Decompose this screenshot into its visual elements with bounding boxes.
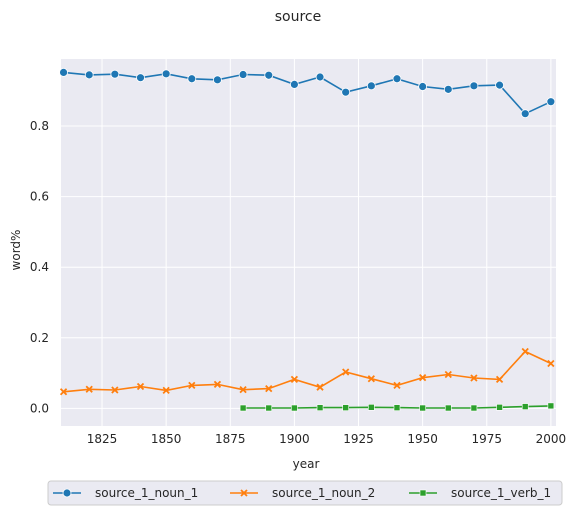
y-tick-label: 0.8 [30, 119, 49, 133]
data-point [443, 84, 453, 94]
legend-label: source_1_noun_1 [95, 486, 198, 500]
data-point [162, 386, 170, 394]
data-point [59, 388, 68, 396]
data-point [470, 404, 478, 412]
chart-title: source [275, 9, 322, 25]
x-tick-label: 1850 [151, 432, 182, 446]
data-point [239, 404, 247, 412]
data-point [341, 87, 351, 97]
data-point [366, 81, 376, 91]
legend-marker [62, 488, 72, 498]
x-tick-label: 1950 [407, 432, 438, 446]
legend-item: source_1_verb_1 [409, 486, 551, 500]
data-point [110, 69, 120, 79]
series-source_1_noun_2 [59, 347, 555, 396]
data-point [469, 81, 479, 91]
legend-item: source_1_noun_2 [230, 486, 375, 500]
y-tick-labels: 0.0 0.2 0.4 0.6 0.8 [30, 119, 49, 415]
plot-area [61, 59, 556, 426]
data-point [161, 69, 171, 79]
series-source_1_verb_1 [239, 402, 555, 412]
data-point [239, 386, 247, 394]
data-point [84, 70, 94, 80]
data-point [521, 403, 529, 410]
data-point [290, 375, 299, 384]
data-point [264, 70, 274, 80]
data-point [547, 402, 555, 410]
data-point [470, 374, 478, 382]
data-point [291, 404, 298, 412]
data-point [265, 384, 273, 393]
data-point [111, 386, 119, 394]
data-point [495, 375, 504, 384]
data-point [392, 74, 402, 84]
data-point [495, 80, 504, 90]
data-point [213, 380, 222, 388]
data-point [418, 82, 428, 91]
data-point [367, 375, 375, 383]
data-point [521, 347, 529, 356]
x-tick-label: 1875 [215, 432, 246, 446]
legend: source_1_noun_1 source_1_noun_2 source_1_v… [47, 480, 563, 506]
data-point [85, 385, 93, 393]
grid-lines [61, 59, 556, 426]
data-point [444, 404, 452, 412]
data-point [368, 403, 375, 411]
data-point [316, 383, 324, 391]
series-layer [59, 68, 556, 412]
y-tick-label: 0.2 [30, 331, 49, 345]
legend-marker [240, 489, 248, 497]
legend-item: source_1_noun_1 [53, 486, 198, 500]
legend-label: source_1_noun_2 [272, 486, 375, 500]
data-point [187, 74, 197, 84]
y-tick-label: 0.0 [30, 401, 49, 415]
x-tick-label: 1825 [87, 432, 118, 446]
x-tick-label: 1925 [343, 432, 374, 446]
data-point [136, 382, 145, 391]
series-line [63, 350, 552, 393]
data-point [496, 403, 503, 411]
data-point [418, 374, 427, 382]
data-point [342, 404, 349, 411]
legend-marker [419, 489, 427, 497]
x-tick-label: 1900 [279, 432, 310, 446]
data-point [265, 404, 273, 412]
legend-box [47, 480, 563, 506]
series-source_1_noun_1 [59, 68, 556, 119]
data-point [213, 75, 222, 85]
y-tick-label: 0.6 [30, 190, 49, 204]
data-point [393, 381, 401, 390]
data-point [342, 368, 350, 376]
y-tick-label: 0.4 [30, 260, 49, 274]
data-point [393, 404, 401, 411]
data-point [444, 370, 452, 379]
data-point [520, 109, 530, 119]
x-tick-label: 2000 [536, 432, 567, 446]
data-point [59, 68, 68, 77]
x-tick-labels: 1825 1850 1875 1900 1925 1950 1975 2000 [87, 432, 566, 446]
data-point [289, 80, 299, 89]
data-point [546, 97, 556, 107]
data-point [547, 359, 555, 368]
data-point [136, 73, 145, 83]
legend-label: source_1_verb_1 [451, 486, 551, 500]
data-point [419, 404, 426, 412]
x-tick-label: 1975 [471, 432, 502, 446]
x-axis-title: year [293, 457, 320, 471]
data-point [188, 381, 196, 390]
y-axis-title: word% [9, 230, 23, 271]
data-point [315, 72, 325, 82]
data-point [238, 70, 248, 79]
data-point [316, 404, 324, 411]
